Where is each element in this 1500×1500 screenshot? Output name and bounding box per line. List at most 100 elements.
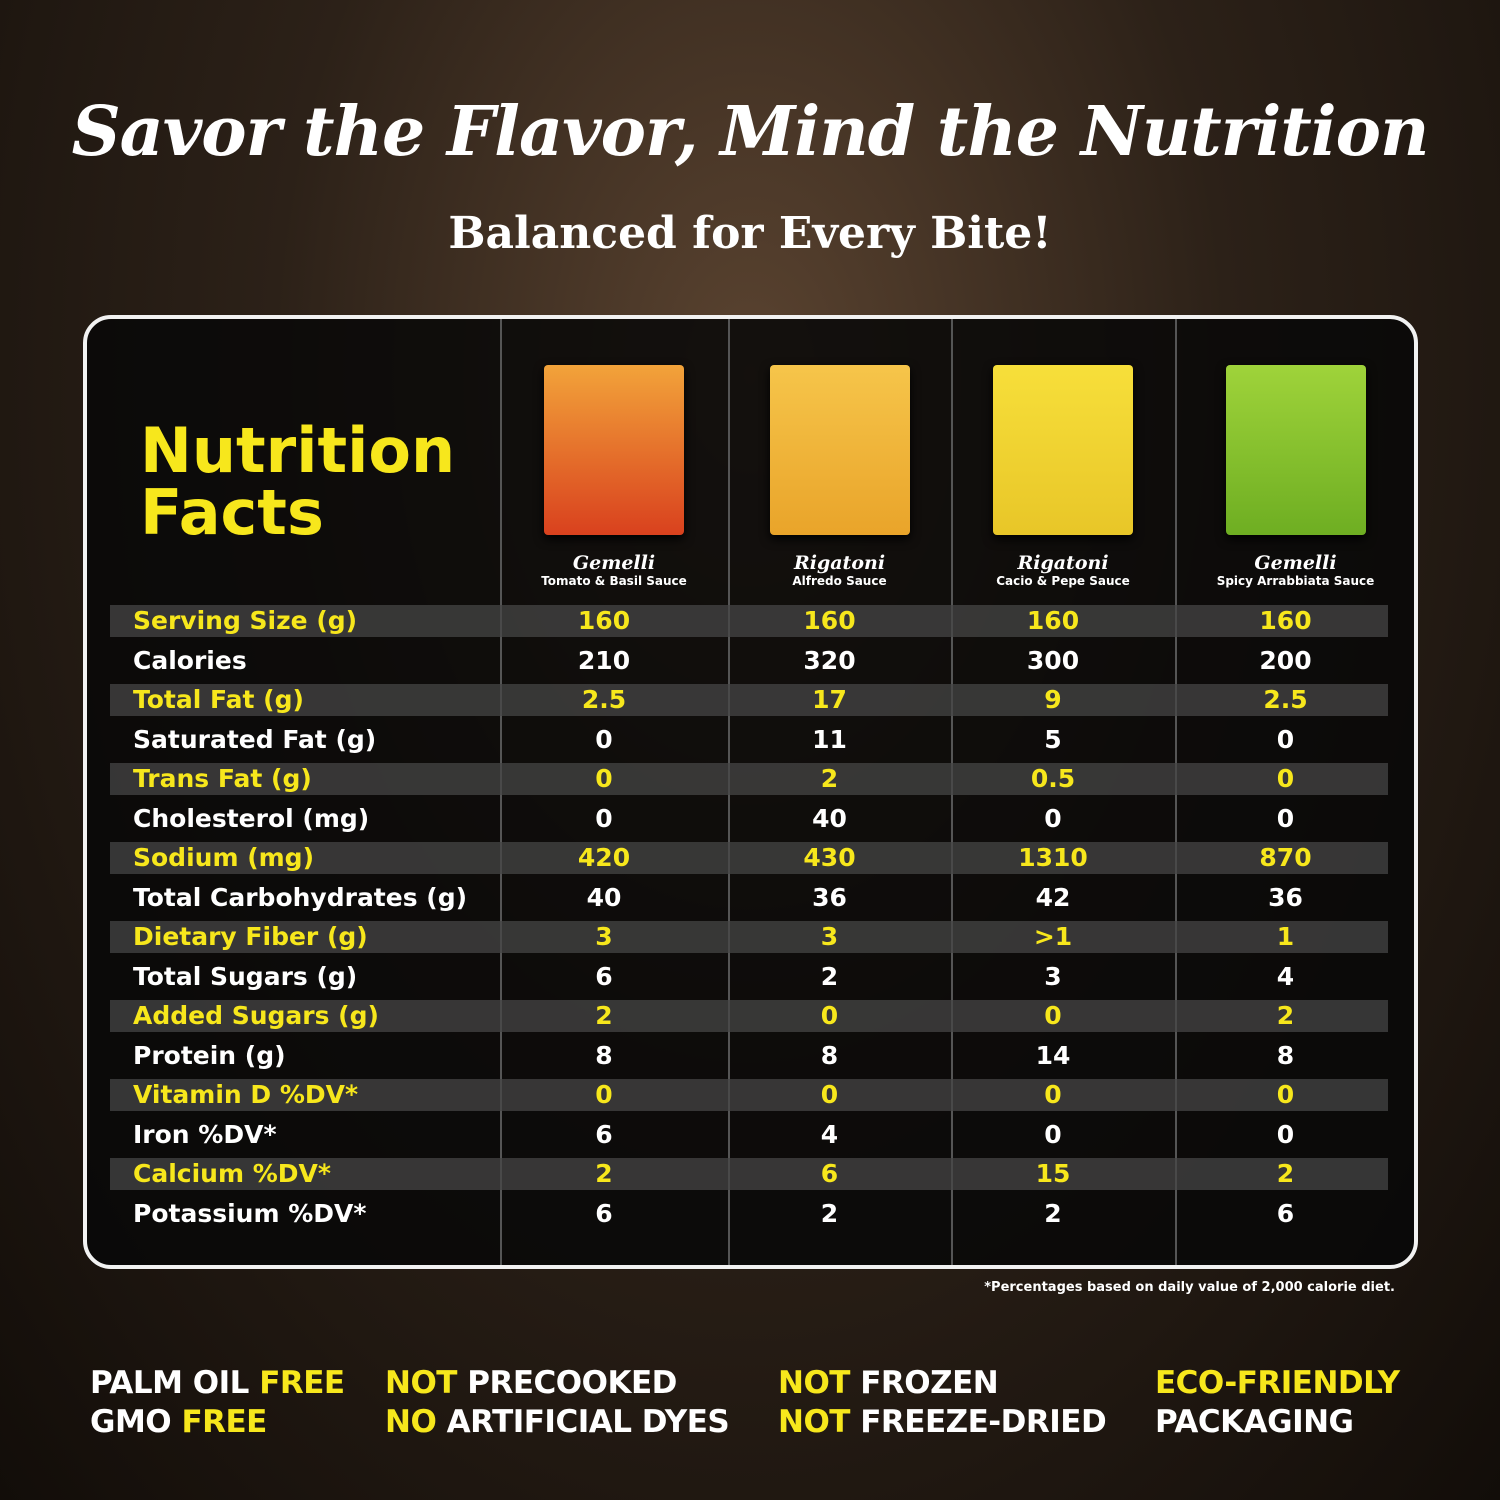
product-box bbox=[1225, 365, 1366, 535]
product-sauce: Alfredo Sauce bbox=[792, 574, 887, 588]
feature-line: PACKAGING bbox=[1155, 1403, 1354, 1442]
row-value: 9 bbox=[1044, 685, 1062, 714]
feature-text: FREE bbox=[259, 1365, 345, 1401]
row-label: Calories bbox=[133, 645, 247, 675]
row-value: 8 bbox=[595, 1040, 613, 1070]
feature-line: GMO FREE bbox=[90, 1403, 267, 1442]
row-value: 1310 bbox=[1018, 843, 1088, 872]
row-value: 0 bbox=[820, 1001, 839, 1030]
feature-line: NO ARTIFICIAL DYES bbox=[385, 1403, 730, 1442]
row-value: 3 bbox=[820, 922, 839, 951]
subtitle: Balanced for Every Bite! bbox=[448, 208, 1052, 259]
product-name: Gemelli bbox=[572, 552, 656, 574]
row-value: 11 bbox=[812, 724, 847, 754]
row-value: 6 bbox=[595, 961, 613, 991]
row-label: Added Sugars (g) bbox=[133, 1001, 379, 1030]
row-value: 160 bbox=[577, 606, 631, 635]
feature-text: NOT bbox=[778, 1404, 861, 1440]
product-box bbox=[993, 365, 1133, 535]
row-value: 0 bbox=[595, 803, 613, 833]
row-value: 14 bbox=[1035, 1040, 1071, 1070]
row-label: Vitamin D %DV* bbox=[133, 1080, 359, 1109]
feature-text: FREE bbox=[181, 1404, 267, 1440]
row-stripe bbox=[110, 1158, 1388, 1190]
product-box bbox=[769, 365, 910, 535]
feature-line: NOT PRECOOKED bbox=[385, 1364, 677, 1403]
feature-text: FREEZE-DRIED bbox=[860, 1404, 1107, 1440]
row-value: 6 bbox=[820, 1159, 839, 1188]
heading-line: Facts bbox=[140, 476, 324, 549]
feature-line: ECO-FRIENDLY bbox=[1155, 1364, 1400, 1403]
product-name: Rigatoni bbox=[793, 552, 886, 574]
feature-text: GMO bbox=[90, 1404, 182, 1440]
feature-line: PALM OIL FREE bbox=[90, 1364, 345, 1403]
row-value: 0 bbox=[1044, 1119, 1062, 1149]
row-value: 2 bbox=[820, 961, 839, 991]
row-label: Total Sugars (g) bbox=[133, 961, 358, 991]
feature-text: PRECOOKED bbox=[467, 1365, 677, 1401]
row-value: 3 bbox=[1044, 961, 1062, 991]
table-heading: Nutrition Facts bbox=[140, 420, 455, 544]
row-label: Sodium (mg) bbox=[133, 843, 314, 872]
row-value: 0 bbox=[1276, 724, 1295, 754]
row-value: 2 bbox=[820, 764, 839, 793]
product-name: Rigatoni bbox=[1017, 552, 1109, 574]
row-value: 300 bbox=[1026, 645, 1080, 675]
row-value: 0 bbox=[595, 1080, 613, 1109]
heading-line: Nutrition bbox=[140, 414, 456, 487]
row-value: 420 bbox=[577, 843, 631, 872]
product-name: Gemelli bbox=[1254, 552, 1337, 574]
row-value: 0.5 bbox=[1030, 764, 1076, 793]
row-value: 15 bbox=[1035, 1159, 1071, 1188]
feature-text: NO bbox=[385, 1404, 447, 1440]
row-value: 4 bbox=[1276, 961, 1295, 991]
row-value: 36 bbox=[1268, 882, 1303, 912]
row-value: 0 bbox=[1276, 1080, 1295, 1109]
row-label: Serving Size (g) bbox=[133, 606, 358, 635]
row-stripe bbox=[110, 684, 1388, 716]
row-value: 160 bbox=[1259, 606, 1312, 635]
feature-line: NOT FROZEN bbox=[778, 1364, 999, 1403]
row-value: >1 bbox=[1033, 922, 1073, 951]
row-label: Iron %DV* bbox=[133, 1119, 277, 1149]
product-sauce: Cacio & Pepe Sauce bbox=[996, 574, 1130, 588]
row-value: 40 bbox=[586, 882, 622, 912]
row-value: 6 bbox=[1276, 1198, 1295, 1228]
row-stripe bbox=[110, 763, 1388, 795]
product-sauce: Spicy Arrabbiata Sauce bbox=[1216, 574, 1375, 588]
row-value: 40 bbox=[812, 803, 847, 833]
row-stripe bbox=[110, 605, 1388, 637]
row-value: 2 bbox=[820, 1198, 839, 1228]
row-stripe bbox=[110, 1000, 1388, 1032]
row-stripe bbox=[110, 842, 1388, 874]
row-value: 0 bbox=[1276, 1119, 1295, 1149]
row-value: 8 bbox=[1276, 1040, 1295, 1070]
row-value: 0 bbox=[1276, 764, 1295, 793]
row-label: Saturated Fat (g) bbox=[133, 724, 377, 754]
feature-text: NOT bbox=[385, 1365, 468, 1401]
feature-text: NOT bbox=[778, 1365, 861, 1401]
row-value: 200 bbox=[1259, 645, 1312, 675]
row-label: Trans Fat (g) bbox=[133, 764, 312, 793]
row-value: 160 bbox=[1026, 606, 1080, 635]
row-value: 2 bbox=[595, 1001, 613, 1030]
row-value: 5 bbox=[1044, 724, 1062, 754]
row-value: 3 bbox=[595, 922, 613, 951]
row-label: Total Fat (g) bbox=[133, 685, 304, 714]
row-value: 160 bbox=[803, 606, 856, 635]
row-value: 210 bbox=[577, 645, 631, 675]
row-label: Calcium %DV* bbox=[133, 1159, 331, 1188]
row-value: 6 bbox=[595, 1119, 613, 1149]
row-value: 870 bbox=[1259, 843, 1312, 872]
row-value: 0 bbox=[1044, 1080, 1062, 1109]
row-value: 42 bbox=[1035, 882, 1071, 912]
row-value: 0 bbox=[1044, 1001, 1062, 1030]
row-label: Dietary Fiber (g) bbox=[133, 922, 368, 951]
row-label: Potassium %DV* bbox=[133, 1198, 367, 1228]
row-value: 0 bbox=[1044, 803, 1062, 833]
row-label: Protein (g) bbox=[133, 1040, 286, 1070]
row-value: 2 bbox=[1276, 1001, 1295, 1030]
row-value: 0 bbox=[595, 764, 613, 793]
row-value: 2.5 bbox=[581, 685, 627, 714]
